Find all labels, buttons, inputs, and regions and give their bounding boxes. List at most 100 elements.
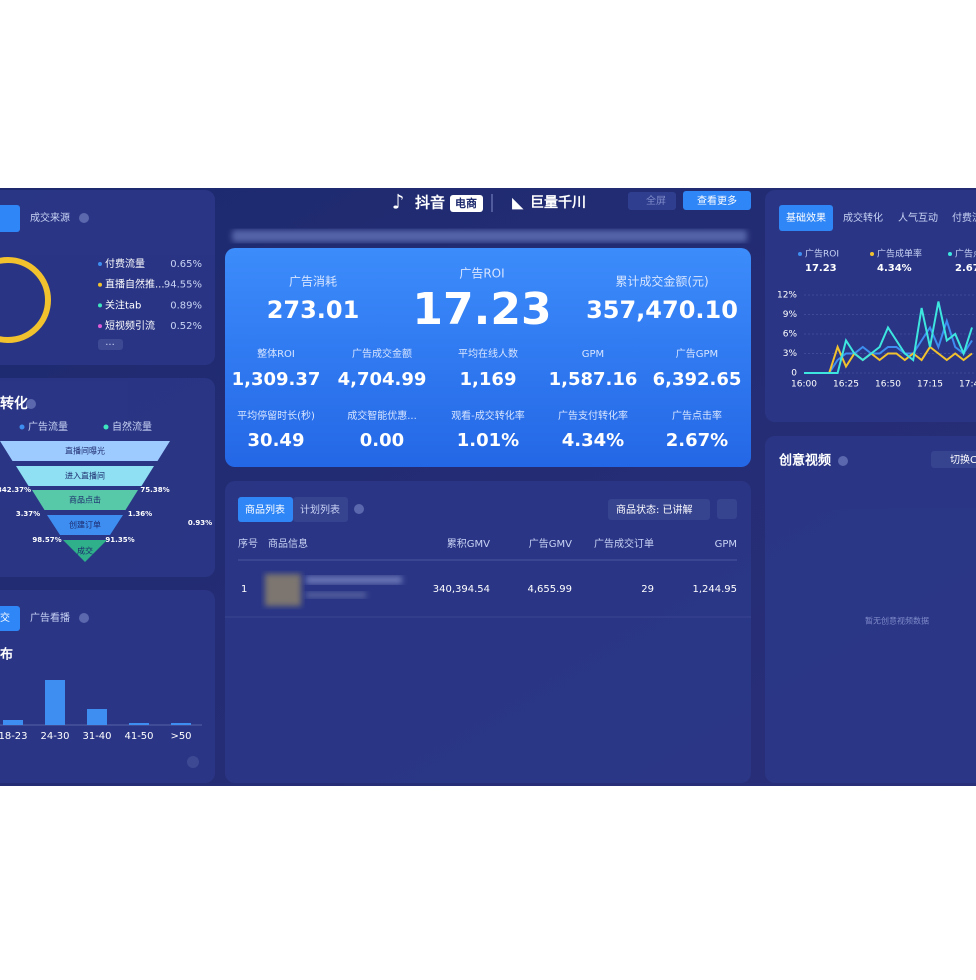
kpi-value: 1,309.37 [232,369,321,390]
funnel-stage [32,490,138,510]
tab-selected[interactable] [0,205,20,232]
legend-label: 自然流量 [112,420,152,433]
kpi-label: 广告点击率 [672,409,722,422]
x-tick-label: 31-40 [82,731,111,742]
tab-selected[interactable] [238,497,293,522]
help-icon [354,504,364,514]
panel-title: 创意视频 [778,453,831,469]
funnel-stage [0,441,170,461]
legend-label: 广告ROI [805,248,839,260]
legend-label: 广告流量 [28,420,68,433]
kpi-group: 广告消耗 273.01 广告ROI 17.23 累计成交金额(元) 357,470.10 整… [232,267,742,452]
funnel-rate: 1.36% [128,510,152,518]
legend-label: 直播自然推... [105,278,165,291]
kpi-label: 广告ROI [459,267,504,281]
th: 序号 [238,537,258,550]
kpi-label: 平均停留时长(秒) [237,409,315,422]
panels [0,190,976,783]
y-tick-label: 12% [777,291,797,301]
filter-label: 商品状态: 已讲解 [616,503,693,516]
funnel-label: 直播间曝光 [65,446,105,456]
kpi-value: 4.34% [562,430,624,451]
tab[interactable] [293,497,348,522]
legend-dot [98,282,102,287]
tab-label: 广告看播 [30,611,70,624]
tab-label: 商品列表 [245,503,285,516]
legend-dot [98,324,102,329]
more-btn[interactable] [98,339,123,350]
tab-selected[interactable] [779,205,833,231]
kpi-label: 广告支付转化率 [558,409,628,422]
y-tick-label: 0 [791,369,797,379]
tab-label: 计划列表 [300,503,340,516]
line-series [804,301,973,374]
funnel-rate: 98.57% [32,536,61,544]
th: GPM [715,539,737,550]
kpi-label: 广告成交金额 [352,347,412,360]
brand: 抖音 [415,194,445,212]
funnel-rate: 91.35% [105,536,134,544]
bar [129,723,149,725]
legend-label: 短视频引流 [105,319,155,332]
legend-value: 0.89% [170,300,202,311]
legend-value: 0.65% [170,259,202,270]
bar [45,680,65,725]
y-tick-label: 3% [783,349,798,359]
x-tick-label: 24-30 [40,731,69,742]
more-btn[interactable] [683,191,751,210]
table-panel: 商品列表 计划列表 商品状态: 已讲解 序号 商品信息 累积GMV 广告GMV … [225,497,751,618]
logo-icon: ♪ [392,190,405,214]
x-tick-label: >50 [170,731,191,742]
legend-dot [948,252,952,256]
funnel-stage [16,466,154,486]
more-label: 查看更多 [697,194,737,207]
td: 340,394.54 [433,584,490,595]
kpi-value: 6,392.65 [653,369,742,390]
legend-value: 2.67% [955,263,976,274]
product-name [306,592,366,598]
th: 累积GMV [447,538,490,550]
kpi-value: 0.00 [360,430,404,451]
funnel-rate: 0.93% [188,519,212,527]
tab-selected[interactable] [0,606,20,631]
legend-dot [103,424,109,430]
kpi-value: 2.67% [666,430,728,451]
next-btn[interactable] [187,756,199,768]
switch-label: 切换C [950,453,976,466]
kpi-label: 广告消耗 [289,275,337,289]
legend-dot [19,424,25,430]
fullscreen-btn[interactable] [628,192,676,210]
brand-tag: 电商 [455,196,477,210]
product-image [265,574,301,606]
funnel-stage [47,515,123,535]
tab-label: 人气互动 [898,211,938,224]
brand-logo: ◣ [512,194,524,212]
brand: 巨量千川 [530,194,586,211]
legend-dot [870,252,874,256]
brand-tag-box [450,195,483,212]
legend-dot [98,303,102,308]
kpi-value: 1.01% [457,430,519,451]
empty-text: 暂无创意视频数据 [865,616,929,626]
tab-label: 交 [0,611,10,624]
switch-btn[interactable] [931,451,976,468]
kpi-card [225,248,751,467]
x-tick-label: 17:40 [959,380,976,390]
source-legend: 付费流量 0.65% 直播自然推... 94.55% 关注tab 0.89% 短视频引流 0.… [98,257,202,332]
filter-select[interactable] [608,499,710,520]
x-tick-label: 16:25 [833,380,859,390]
bar-chart: 18-23 24-30 31-40 41-50 >50 [0,680,202,742]
funnel-rate: 3.37% [16,510,40,518]
kpi-value: 1,169 [460,369,517,390]
kpi-value: 273.01 [267,296,360,324]
kpi-value: 30.49 [248,430,305,451]
kpi-label: 观看-成交转化率 [451,409,525,422]
legend-dot [98,262,102,266]
list-btn[interactable] [717,499,737,519]
legend-value: 4.34% [877,263,912,274]
legend-value: 17.23 [805,263,837,274]
x-tick-label: 41-50 [124,731,153,742]
